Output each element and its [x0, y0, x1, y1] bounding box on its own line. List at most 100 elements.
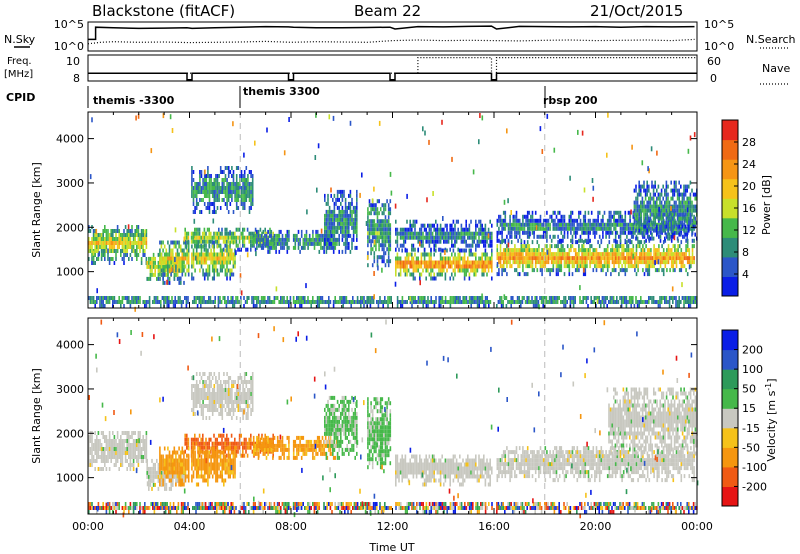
heatmap-cell: [644, 192, 647, 197]
heatmap-cell: [139, 296, 141, 300]
heatmap-cell: [670, 216, 672, 221]
heatmap-cell: [656, 208, 658, 213]
heatmap-cell: [557, 244, 559, 249]
heatmap-cell: [646, 256, 649, 261]
heatmap-cell: [651, 184, 653, 189]
heatmap-cell: [478, 264, 480, 269]
heatmap-cell: [126, 233, 128, 237]
heatmap-cell: [594, 218, 596, 223]
heatmap-cell: [173, 244, 176, 249]
heatmap-cell: [371, 235, 374, 240]
heatmap-cell: [667, 224, 669, 229]
heatmap-cell: [635, 256, 638, 261]
heatmap-cell: [223, 260, 225, 265]
heatmap-cell: [683, 300, 685, 304]
heatmap-cell: [166, 300, 168, 304]
heatmap-cell: [430, 296, 432, 300]
heatmap-cell: [570, 218, 572, 223]
heatmap-cell: [264, 237, 266, 242]
heatmap-cell: [283, 241, 285, 246]
heatmap-cell: [479, 264, 482, 269]
heatmap-cell: [558, 210, 561, 215]
heatmap-cell: [409, 296, 411, 302]
heatmap-cell: [479, 260, 482, 265]
heatmap-cell: [523, 260, 526, 265]
heatmap-cell: [385, 300, 388, 304]
heatmap-cell: [113, 249, 116, 253]
heatmap-cell: [238, 300, 240, 304]
heatmap-cell: [664, 212, 666, 217]
heatmap-cell: [653, 256, 655, 261]
heatmap-cell: [581, 252, 583, 257]
heatmap-cell: [377, 300, 380, 304]
heatmap-cell: [288, 245, 290, 250]
heatmap-cell: [452, 256, 455, 261]
heatmap-cell: [281, 300, 284, 304]
heatmap-cell: [373, 271, 375, 276]
heatmap-cell: [648, 238, 651, 243]
heatmap-cell: [664, 256, 667, 261]
heatmap-cell: [388, 300, 391, 304]
heatmap-cell: [320, 237, 322, 242]
heatmap-cell: [351, 213, 353, 218]
heatmap-cell: [333, 221, 336, 226]
heatmap-cell: [89, 241, 92, 245]
heatmap-cell: [268, 241, 271, 246]
heatmap-cell: [447, 235, 450, 240]
heatmap-cell: [160, 252, 163, 257]
heatmap-cell: [356, 225, 358, 230]
heatmap-cell: [238, 227, 241, 232]
heatmap-cell: [232, 235, 234, 240]
heatmap-cell: [593, 296, 596, 300]
heatmap-cell: [145, 229, 148, 233]
heatmap-cell: [367, 239, 369, 244]
heatmap-cell: [381, 239, 384, 244]
heatmap-cell: [183, 280, 185, 285]
heatmap-cell: [624, 226, 627, 231]
heatmap-cell: [224, 178, 227, 182]
heatmap-cell: [578, 260, 580, 265]
heatmap-cell: [558, 248, 561, 253]
heatmap-cell: [270, 237, 273, 242]
heatmap-cell: [197, 244, 200, 249]
freq-right-tick-bottom: 0: [710, 72, 717, 85]
heatmap-cell: [218, 227, 220, 232]
heatmap-cell: [105, 300, 108, 304]
heatmap-cell: [455, 256, 458, 261]
heatmap-cell: [92, 443, 95, 447]
heatmap-cell: [657, 192, 660, 197]
heatmap-cell: [227, 235, 230, 240]
heatmap-cell: [676, 196, 679, 201]
heatmap-cell: [558, 268, 561, 273]
heatmap-cell: [568, 264, 571, 269]
heatmap-cell: [210, 239, 212, 244]
heatmap-cell: [558, 226, 561, 231]
heatmap-cell: [175, 240, 177, 245]
heatmap-cell: [148, 256, 150, 261]
heatmap-cell: [603, 222, 606, 227]
heatmap-cell: [565, 222, 567, 227]
heatmap-cell: [690, 222, 692, 227]
heatmap-cell: [191, 178, 193, 182]
heatmap-cell: [235, 190, 238, 194]
heatmap-cell: [223, 190, 225, 194]
heatmap-cell: [441, 268, 443, 273]
heatmap-cell: [128, 237, 130, 241]
heatmap-cell: [691, 238, 694, 243]
heatmap-cell: [620, 296, 623, 300]
heatmap-cell: [221, 227, 223, 232]
heatmap-cell: [235, 296, 237, 300]
heatmap-cell: [595, 248, 598, 253]
heatmap-cell: [356, 209, 358, 214]
heatmap-cell: [208, 272, 211, 277]
heatmap-cell: [514, 234, 516, 239]
heatmap-cell: [411, 264, 413, 269]
heatmap-cell: [571, 244, 574, 249]
heatmap-cell: [496, 248, 499, 253]
heatmap-cell: [191, 170, 193, 174]
heatmap-cell: [614, 230, 617, 235]
heatmap-cell: [157, 252, 160, 257]
heatmap-cell: [126, 241, 128, 245]
heatmap-cell: [550, 252, 553, 257]
heatmap-cell: [175, 272, 177, 277]
